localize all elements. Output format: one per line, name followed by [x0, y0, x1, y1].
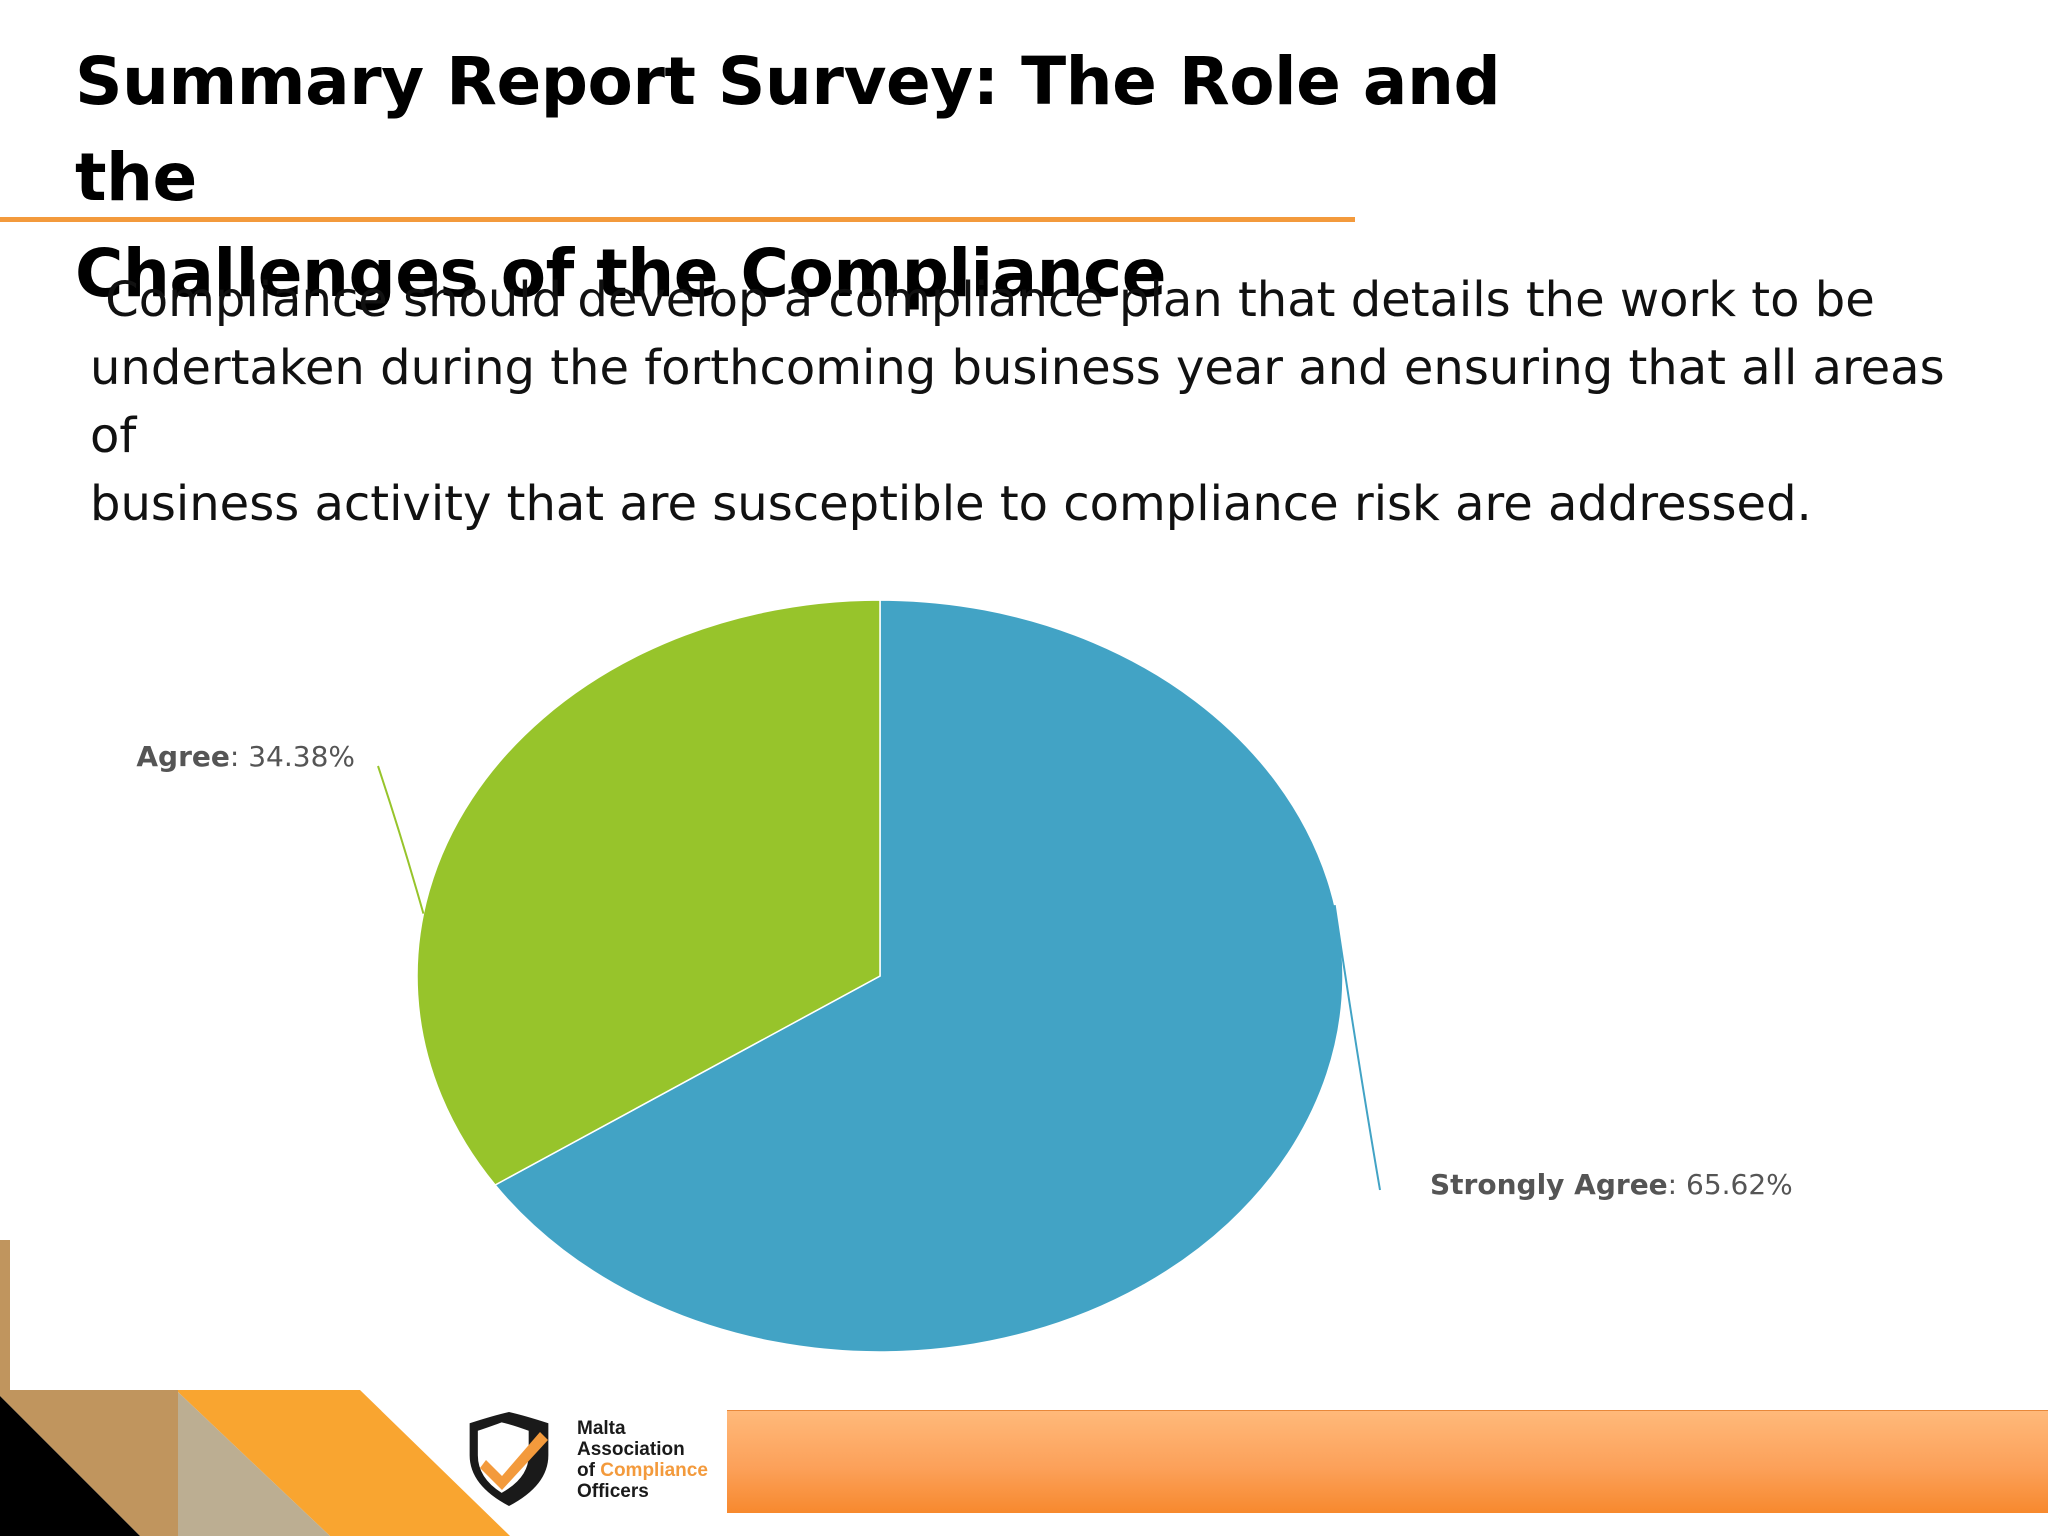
leader-line-strongly-agree	[1333, 904, 1381, 1191]
logo-line-3: of Compliance	[577, 1460, 708, 1481]
logo-line-4: Officers	[577, 1481, 649, 1502]
logo-line-3-accent: Compliance	[600, 1460, 708, 1481]
logo-line-3-prefix: of	[577, 1460, 595, 1481]
title-underline	[0, 217, 1355, 222]
data-label-strongly-agree: Strongly Agree: 65.62%	[1430, 1168, 1793, 1201]
pie-slice-strongly-agree	[493, 599, 1344, 1353]
data-label-agree: Agree: 34.38%	[136, 740, 355, 773]
corner-decoration	[0, 1240, 510, 1536]
leader-line-agree	[377, 765, 425, 914]
title-line-1: Summary Report Survey: The Role and the	[75, 43, 1501, 216]
shield-check-icon	[469, 1412, 549, 1506]
logo-text: Malta Association of Compliance Officers	[577, 1418, 708, 1502]
logo-line-1: Malta	[577, 1418, 626, 1439]
title-line-2: Challenges of the Compliance	[75, 235, 1166, 312]
slide-title: Summary Report Survey: The Role and the …	[75, 34, 1575, 322]
pie-slices	[416, 599, 1344, 1353]
footer-bar	[727, 1410, 2048, 1513]
pie-labels: Strongly Agree: 65.62% Agree: 34.38%	[136, 740, 1792, 1201]
pie-slice-agree	[416, 599, 881, 1186]
logo-line-2: Association	[577, 1439, 685, 1460]
body-paragraph: Compliance should develop a compliance p…	[90, 272, 1945, 532]
